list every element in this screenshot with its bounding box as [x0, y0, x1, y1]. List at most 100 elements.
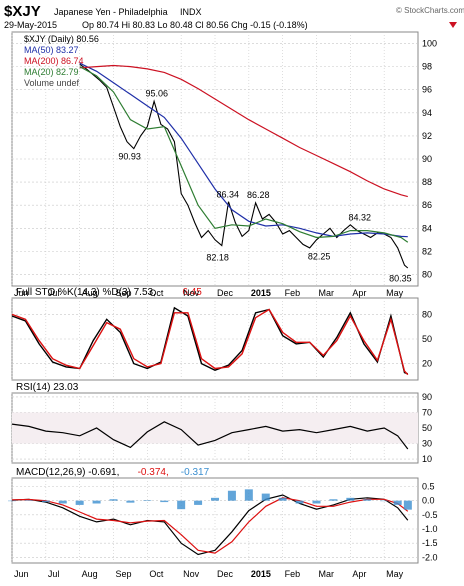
rsi-ytick-label: 30	[422, 439, 432, 449]
rsi-series-rsi-14-	[11, 421, 409, 450]
macd-histogram-bar	[8, 500, 16, 502]
rsi-neutral-band	[12, 412, 418, 444]
stochastic-legend-entry: Full STO %K(14,3) %D(3) 7.53,	[16, 287, 156, 298]
price-annotation: 82.25	[308, 251, 331, 261]
stochastic-ytick-label: 80	[422, 309, 432, 319]
x-tick-label: Sep	[116, 288, 132, 298]
price-annotation: 80.35	[389, 273, 412, 283]
macd-legend-entry: MACD(12,26,9) -0.691,	[16, 467, 119, 478]
price-legend-entry: MA(50) 83.27	[24, 45, 79, 55]
x-tick-label: Oct	[149, 569, 164, 579]
macd-ytick-label: -2.0	[422, 552, 438, 562]
price-ytick-label: 84	[422, 223, 432, 233]
stochastic-ytick-label: 20	[422, 359, 432, 369]
symbol-title: $XJY	[4, 3, 41, 20]
quote-values: Op 80.74 Hi 80.83 Lo 80.48 Cl 80.56 Chg …	[82, 20, 308, 30]
x-tick-label: Aug	[82, 288, 98, 298]
macd-histogram-bar	[160, 500, 169, 503]
price-annotation: 82.18	[206, 252, 229, 262]
brand-watermark: © StockCharts.com	[396, 6, 464, 15]
x-tick-label: 2015	[251, 288, 271, 298]
x-tick-label: Aug	[82, 569, 98, 579]
x-tick-label: Nov	[183, 288, 200, 298]
price-ytick-label: 82	[422, 246, 432, 256]
x-tick-label: Jun	[14, 569, 29, 579]
macd-ytick-label: 0.0	[422, 496, 435, 506]
price-annotation: 95.06	[145, 89, 168, 99]
macd-legend-entry: -0.317	[181, 467, 210, 478]
macd-ytick-label: 0.5	[422, 482, 435, 492]
rsi-ytick-label: 10	[422, 454, 432, 464]
price-ytick-label: 86	[422, 200, 432, 210]
price-ytick-label: 94	[422, 108, 432, 118]
x-tick-label: Apr	[352, 288, 366, 298]
price-legend-entry: Volume undef	[24, 78, 80, 88]
macd-histogram-bar	[194, 500, 203, 505]
price-ytick-label: 90	[422, 154, 432, 164]
macd-histogram-bar	[261, 493, 270, 501]
macd-histogram-bar	[346, 497, 355, 501]
price-series-ma-200-	[79, 64, 408, 198]
price-annotation: 86.28	[247, 190, 270, 200]
x-tick-label: Dec	[217, 288, 234, 298]
price-ytick-label: 80	[422, 269, 432, 279]
x-tick-label: Mar	[319, 569, 335, 579]
stochastic-series--d	[11, 308, 409, 376]
rsi-ytick-label: 50	[422, 423, 432, 433]
x-tick-label: Nov	[183, 569, 200, 579]
macd-histogram-bar	[41, 500, 50, 503]
price-annotation: 90.93	[118, 151, 141, 161]
macd-histogram-bar	[363, 499, 372, 501]
stochastic-ytick-label: 50	[422, 334, 432, 344]
macd-series-signal	[11, 497, 409, 554]
x-tick-label: Feb	[285, 288, 301, 298]
macd-histogram-bar	[278, 497, 287, 501]
x-tick-label: Dec	[217, 569, 234, 579]
price-legend-entry: $XJY (Daily) 80.56	[24, 34, 99, 44]
rsi-ytick-label: 90	[422, 392, 432, 402]
macd-histogram-bar	[227, 490, 236, 501]
price-series-ma-20-	[79, 66, 409, 243]
price-annotation: 86.34	[217, 189, 240, 199]
instrument-name: Japanese Yen - Philadelphia	[54, 7, 168, 17]
macd-histogram-bar	[329, 499, 338, 501]
x-tick-label: Jun	[14, 288, 29, 298]
price-ytick-label: 88	[422, 177, 432, 187]
macd-histogram-bar	[177, 500, 186, 510]
macd-histogram-bar	[143, 500, 152, 501]
price-ytick-label: 100	[422, 39, 437, 49]
x-tick-label: Sep	[116, 569, 132, 579]
x-tick-label: May	[386, 288, 404, 298]
price-legend-entry: MA(20) 82.79	[24, 67, 79, 77]
x-tick-label: Apr	[352, 569, 366, 579]
x-tick-label: Mar	[319, 288, 335, 298]
macd-histogram-bar	[24, 500, 33, 501]
price-legend-entry: MA(200) 86.74	[24, 56, 84, 66]
macd-ytick-label: -1.5	[422, 538, 438, 548]
x-tick-label: 2015	[251, 569, 271, 579]
x-tick-label: Jul	[48, 288, 60, 298]
macd-histogram-bar	[109, 499, 118, 501]
macd-histogram-bar	[295, 500, 304, 504]
macd-histogram-bar	[380, 500, 389, 502]
rsi-legend-entry: RSI(14) 23.03	[16, 382, 79, 393]
macd-histogram-bar	[126, 500, 135, 503]
macd-histogram-bar	[312, 500, 321, 504]
price-ytick-label: 96	[422, 85, 432, 95]
x-tick-label: May	[386, 569, 404, 579]
rsi-panel: 10 30 50 70 90 RSI(14) 23.03	[11, 382, 432, 464]
macd-histogram-bar	[75, 500, 84, 505]
macd-histogram-bar	[58, 500, 67, 504]
x-axis-labels: Jun Jul Aug Sep Oct Nov Dec 2015 Feb Mar Apr May Jun…	[14, 288, 404, 579]
macd-ytick-label: -1.0	[422, 524, 438, 534]
price-series-ma-50-	[79, 62, 408, 238]
rsi-ytick-label: 70	[422, 407, 432, 417]
down-arrow-icon	[449, 22, 457, 28]
x-tick-label: Oct	[149, 288, 164, 298]
quote-date: 29-May-2015	[4, 20, 57, 30]
macd-histogram-bar	[244, 489, 253, 501]
price-annotation: 84.32	[348, 213, 371, 223]
price-panel: 80 82 84 86 88 90 92 94 96 98 100 95.06 90.93 86.34 86…	[11, 31, 437, 287]
exchange-label: INDX	[180, 7, 202, 17]
